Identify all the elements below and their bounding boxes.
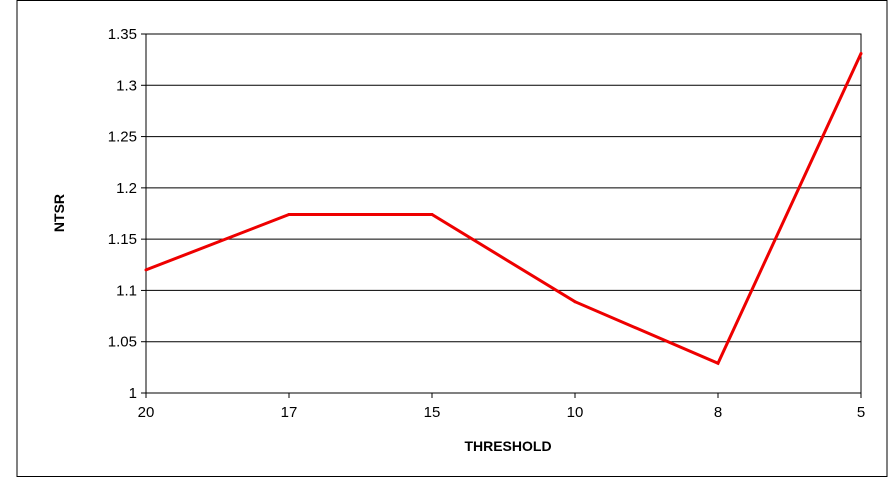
plot-area: [145, 33, 862, 394]
series-layer: [144, 51, 863, 366]
y-axis-title: NTSR: [51, 194, 67, 232]
x-tick-label: 5: [857, 404, 865, 421]
data-point: [287, 213, 291, 217]
x-axis-ticks: 20 17 15 10 8 5: [138, 393, 865, 421]
y-tick-label: 1.3: [116, 77, 137, 94]
y-tick-label: 1.25: [108, 129, 137, 146]
y-tick-label: 1.2: [116, 180, 137, 197]
y-tick-label: 1: [129, 385, 137, 402]
x-tick-label: 10: [567, 404, 584, 421]
gridlines: [146, 84, 861, 343]
x-tick-label: 15: [424, 404, 441, 421]
data-point: [859, 51, 863, 55]
data-point: [716, 361, 720, 365]
data-point: [144, 268, 148, 272]
y-tick-label: 1.35: [108, 26, 137, 43]
x-tick-label: 17: [281, 404, 298, 421]
y-tick-label: 1.15: [108, 231, 137, 248]
chart-area-border: [16, 0, 888, 477]
x-tick-label: 8: [714, 404, 722, 421]
x-tick-label: 20: [138, 404, 155, 421]
series-line-0: [145, 52, 863, 366]
y-axis-ticks: 1 1.05 1.1 1.15 1.2 1.25 1.3 1.35: [108, 26, 146, 402]
x-axis-title: THRESHOLD: [464, 438, 551, 454]
y-tick-label: 1.05: [108, 334, 137, 351]
y-tick-label: 1.1: [116, 282, 137, 299]
data-point: [573, 300, 577, 304]
data-point: [430, 213, 434, 217]
